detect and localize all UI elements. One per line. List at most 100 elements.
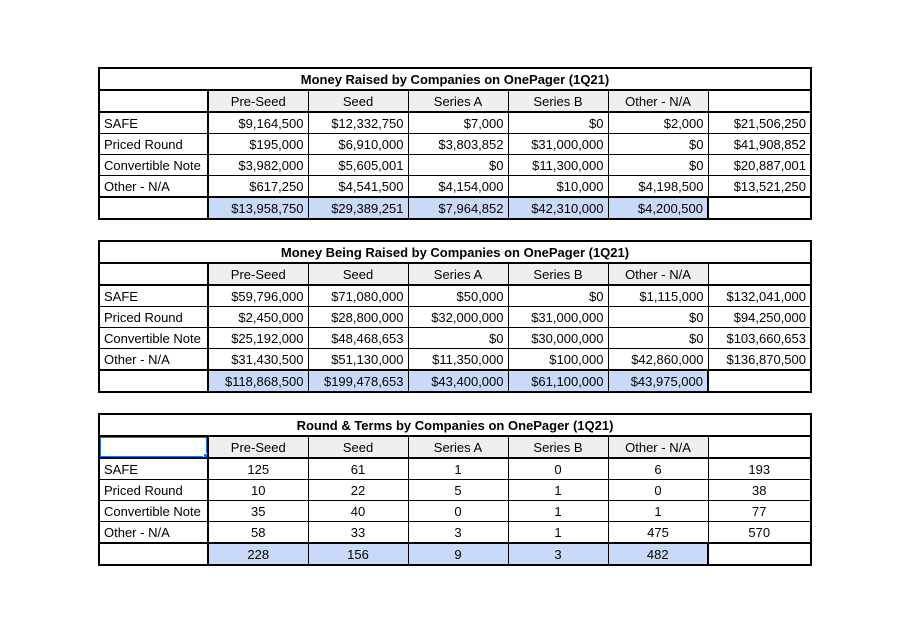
- row-label-cell[interactable]: Priced Round: [98, 479, 209, 501]
- cell[interactable]: $2,450,000: [207, 306, 309, 328]
- cell[interactable]: $617,250: [207, 175, 309, 198]
- cell[interactable]: $4,154,000: [407, 175, 509, 198]
- row-label-cell[interactable]: Convertible Note: [98, 154, 209, 176]
- cell[interactable]: $50,000: [407, 284, 509, 307]
- cell[interactable]: 1: [507, 500, 609, 522]
- cell[interactable]: 125: [207, 457, 309, 480]
- cell[interactable]: $25,192,000: [207, 327, 309, 349]
- cell[interactable]: $51,130,000: [307, 348, 409, 371]
- cell[interactable]: $0: [507, 111, 609, 134]
- column-header-cell[interactable]: Series A: [407, 89, 509, 113]
- column-total-cell[interactable]: $29,389,251: [307, 196, 409, 220]
- cell[interactable]: $30,000,000: [507, 327, 609, 349]
- column-total-cell[interactable]: 3: [507, 542, 609, 566]
- totals-row-label-cell[interactable]: [98, 542, 209, 566]
- column-header-cell[interactable]: Series B: [507, 89, 609, 113]
- cell[interactable]: 61: [307, 457, 409, 480]
- cell[interactable]: $6,910,000: [307, 133, 409, 155]
- column-header-cell[interactable]: Pre-Seed: [207, 435, 309, 459]
- row-total-cell[interactable]: $21,506,250: [707, 111, 812, 134]
- column-header-cell[interactable]: Series B: [507, 262, 609, 286]
- cell[interactable]: 33: [307, 521, 409, 544]
- row-label-cell[interactable]: SAFE: [98, 111, 209, 134]
- bottom-right-blank-cell[interactable]: [707, 542, 812, 566]
- cell[interactable]: $11,350,000: [407, 348, 509, 371]
- column-total-cell[interactable]: $43,400,000: [407, 369, 509, 393]
- row-total-cell[interactable]: $20,887,001: [707, 154, 812, 176]
- row-total-cell[interactable]: 38: [707, 479, 812, 501]
- cell[interactable]: $0: [507, 284, 609, 307]
- cell[interactable]: 0: [507, 457, 609, 480]
- row-label-cell[interactable]: Priced Round: [98, 133, 209, 155]
- bottom-right-blank-cell[interactable]: [707, 369, 812, 393]
- fill-handle[interactable]: [203, 453, 206, 456]
- column-total-cell[interactable]: $61,100,000: [507, 369, 609, 393]
- row-label-cell[interactable]: Priced Round: [98, 306, 209, 328]
- row-total-cell[interactable]: $136,870,500: [707, 348, 812, 371]
- column-total-cell[interactable]: $199,478,653: [307, 369, 409, 393]
- cell[interactable]: 1: [507, 479, 609, 501]
- total-column-header-cell[interactable]: [707, 262, 812, 286]
- cell[interactable]: 3: [407, 521, 509, 544]
- cell[interactable]: 1: [507, 521, 609, 544]
- column-header-cell[interactable]: Other - N/A: [607, 435, 709, 459]
- cell[interactable]: 475: [607, 521, 709, 544]
- cell[interactable]: 0: [407, 500, 509, 522]
- cell[interactable]: $28,800,000: [307, 306, 409, 328]
- cell[interactable]: $4,198,500: [607, 175, 709, 198]
- cell[interactable]: 10: [207, 479, 309, 501]
- row-total-cell[interactable]: $103,660,653: [707, 327, 812, 349]
- row-total-cell[interactable]: 77: [707, 500, 812, 522]
- cell[interactable]: 22: [307, 479, 409, 501]
- cell[interactable]: $10,000: [507, 175, 609, 198]
- column-header-cell[interactable]: Other - N/A: [607, 262, 709, 286]
- corner-cell[interactable]: [98, 89, 209, 113]
- cell[interactable]: 0: [607, 479, 709, 501]
- cell[interactable]: 35: [207, 500, 309, 522]
- column-total-cell[interactable]: $13,958,750: [207, 196, 309, 220]
- cell[interactable]: 1: [607, 500, 709, 522]
- cell[interactable]: $31,430,500: [207, 348, 309, 371]
- corner-cell[interactable]: [98, 262, 209, 286]
- cell[interactable]: $3,803,852: [407, 133, 509, 155]
- column-total-cell[interactable]: 9: [407, 542, 509, 566]
- row-label-cell[interactable]: Convertible Note: [98, 500, 209, 522]
- column-total-cell[interactable]: $4,200,500: [607, 196, 709, 220]
- table-title[interactable]: Round & Terms by Companies on OnePager (…: [98, 413, 812, 437]
- column-total-cell[interactable]: $7,964,852: [407, 196, 509, 220]
- cell[interactable]: $31,000,000: [507, 133, 609, 155]
- cell[interactable]: $0: [607, 133, 709, 155]
- cell[interactable]: 1: [407, 457, 509, 480]
- column-header-cell[interactable]: Seed: [307, 435, 409, 459]
- row-label-cell[interactable]: Other - N/A: [98, 521, 209, 544]
- cell[interactable]: $32,000,000: [407, 306, 509, 328]
- cell[interactable]: 58: [207, 521, 309, 544]
- cell[interactable]: $0: [407, 154, 509, 176]
- column-header-cell[interactable]: Series A: [407, 262, 509, 286]
- cell[interactable]: $9,164,500: [207, 111, 309, 134]
- cell[interactable]: $100,000: [507, 348, 609, 371]
- total-column-header-cell[interactable]: [707, 435, 812, 459]
- cell[interactable]: $12,332,750: [307, 111, 409, 134]
- column-total-cell[interactable]: 228: [207, 542, 309, 566]
- column-total-cell[interactable]: $118,868,500: [207, 369, 309, 393]
- row-total-cell[interactable]: $132,041,000: [707, 284, 812, 307]
- cell[interactable]: $0: [607, 306, 709, 328]
- column-total-cell[interactable]: $43,975,000: [607, 369, 709, 393]
- column-total-cell[interactable]: 482: [607, 542, 709, 566]
- column-header-cell[interactable]: Series B: [507, 435, 609, 459]
- table-title[interactable]: Money Being Raised by Companies on OnePa…: [98, 240, 812, 264]
- cell[interactable]: $31,000,000: [507, 306, 609, 328]
- column-header-cell[interactable]: Pre-Seed: [207, 89, 309, 113]
- cell[interactable]: $3,982,000: [207, 154, 309, 176]
- cell[interactable]: 5: [407, 479, 509, 501]
- row-total-cell[interactable]: $13,521,250: [707, 175, 812, 198]
- totals-row-label-cell[interactable]: [98, 196, 209, 220]
- table-title[interactable]: Money Raised by Companies on OnePager (1…: [98, 67, 812, 91]
- row-total-cell[interactable]: 570: [707, 521, 812, 544]
- column-header-cell[interactable]: Series A: [407, 435, 509, 459]
- cell[interactable]: $4,541,500: [307, 175, 409, 198]
- cell[interactable]: $71,080,000: [307, 284, 409, 307]
- bottom-right-blank-cell[interactable]: [707, 196, 812, 220]
- row-label-cell[interactable]: SAFE: [98, 457, 209, 480]
